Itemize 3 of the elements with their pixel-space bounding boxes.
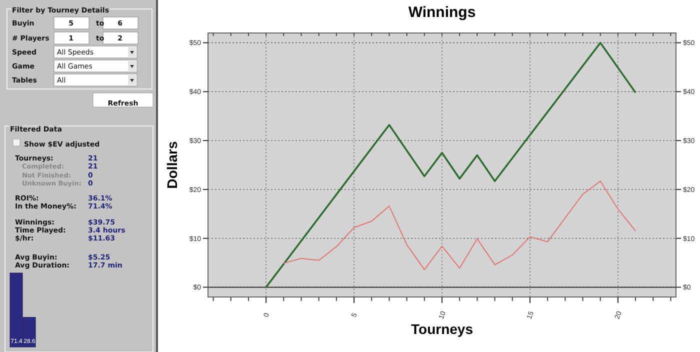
y-axis-title: Dollars	[164, 141, 180, 189]
chart-title: Winnings	[408, 4, 476, 21]
x-axis-title: Tourneys	[411, 321, 474, 337]
